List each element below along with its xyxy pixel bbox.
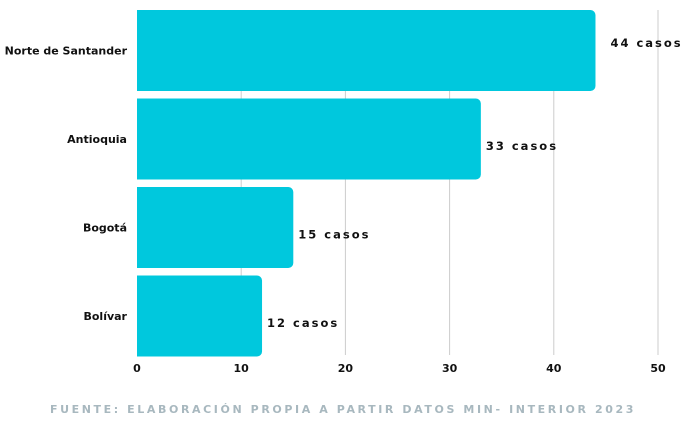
category-label: Norte de Santander xyxy=(5,45,128,58)
bar-edge-1 xyxy=(137,98,145,180)
category-label: Bogotá xyxy=(83,222,127,235)
bar-edge-0 xyxy=(137,10,145,91)
data-labels: 44 casos 33 casos 15 casos 12 casos xyxy=(267,36,682,330)
bar-2 xyxy=(137,187,294,268)
bar-3 xyxy=(137,275,263,357)
x-tick-label: 10 xyxy=(234,362,250,375)
x-tick-label: 0 xyxy=(133,362,141,375)
bar-0 xyxy=(137,10,596,91)
x-tick-label: 20 xyxy=(338,362,354,375)
bar-edge-3 xyxy=(137,275,145,357)
x-tick-label: 40 xyxy=(546,362,562,375)
data-label: 44 casos xyxy=(610,36,682,50)
bar-edge-2 xyxy=(137,187,145,268)
x-tick-label: 50 xyxy=(650,362,666,375)
bars xyxy=(137,10,596,357)
data-label: 12 casos xyxy=(267,316,339,330)
data-label: 15 casos xyxy=(298,228,370,242)
bar-1 xyxy=(137,98,481,180)
category-label: Antioquia xyxy=(67,133,127,146)
x-tick-label: 30 xyxy=(442,362,458,375)
data-label: 33 casos xyxy=(486,139,558,153)
x-axis-ticks: 0 10 20 30 40 50 xyxy=(133,362,666,375)
source-note: FUENTE: ELABORACIÓN PROPIA A PARTIR DATO… xyxy=(49,403,637,416)
category-label: Bolívar xyxy=(83,310,127,323)
category-labels: Norte de Santander Antioquia Bogotá Bolívar xyxy=(5,45,128,324)
